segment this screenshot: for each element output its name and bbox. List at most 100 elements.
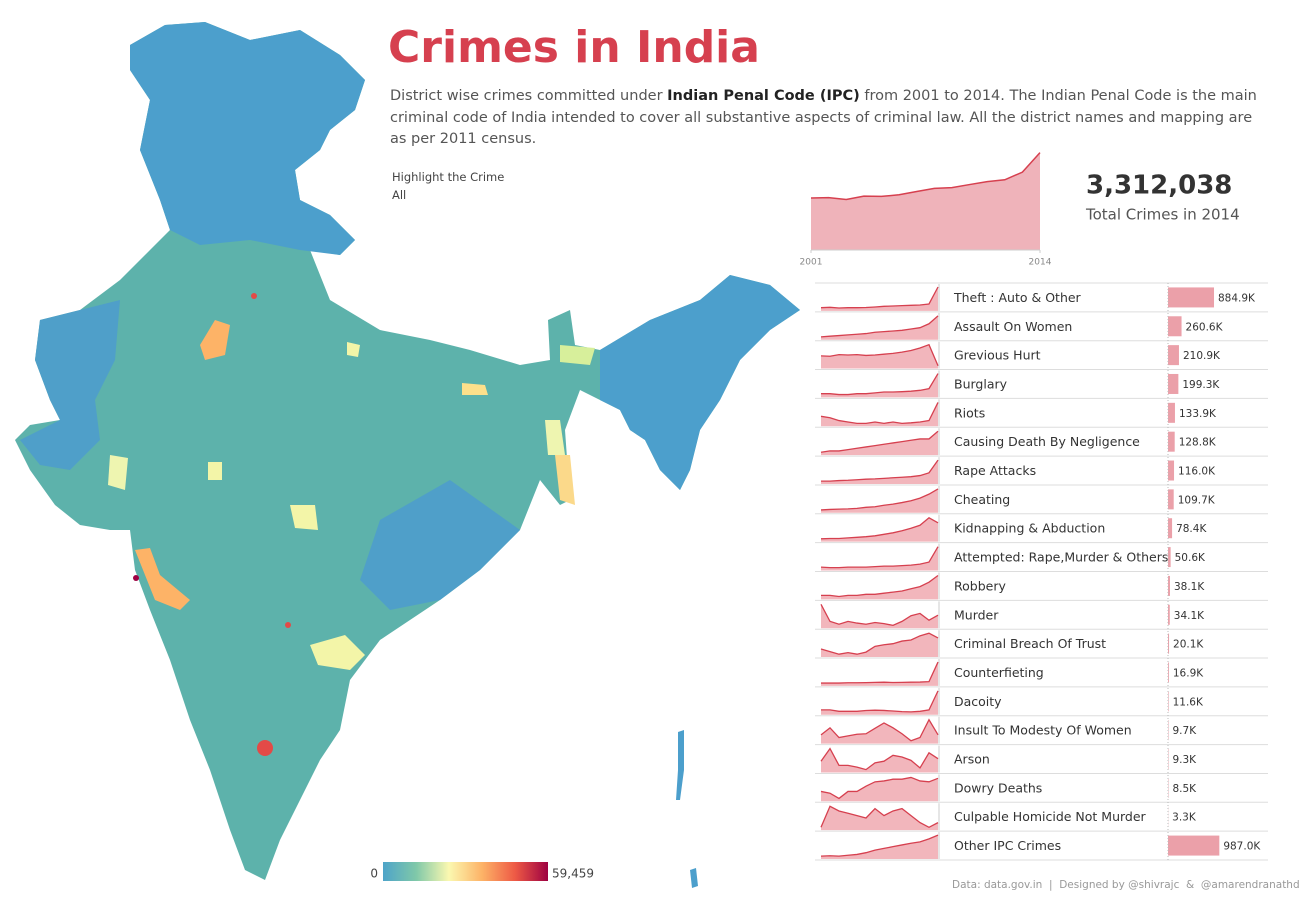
category-label: Attempted: Rape,Murder & Others (954, 550, 1168, 565)
value-label: 16.9K (1173, 667, 1204, 679)
map-region-north (130, 22, 365, 255)
category-label: Insult To Modesty Of Women (954, 723, 1132, 738)
value-label: 38.1K (1174, 581, 1205, 593)
bar (1168, 547, 1171, 568)
bar (1168, 518, 1173, 539)
map-hotspot (200, 320, 230, 360)
sparkline (821, 459, 939, 482)
map-hotspot (257, 740, 273, 756)
bar (1168, 835, 1220, 856)
kpi-label: Total Crimes in 2014 (1085, 206, 1240, 224)
map-hotspot (285, 622, 291, 628)
x-tick-label: 2001 (800, 258, 823, 268)
value-label: 20.1K (1173, 639, 1204, 651)
category-label: Dowry Deaths (954, 780, 1042, 795)
color-bar (383, 862, 548, 881)
sparkline (821, 690, 939, 713)
value-label: 78.4K (1176, 523, 1207, 535)
legend-max: 59,459 (552, 867, 594, 881)
sparkline (821, 574, 939, 598)
value-label: 9.7K (1173, 725, 1198, 737)
category-label: Cheating (954, 492, 1010, 507)
sparkline (820, 546, 939, 569)
bar (1168, 460, 1175, 481)
map-hotspot (310, 635, 365, 670)
sparkline (820, 834, 939, 857)
sparkline-area (821, 517, 938, 542)
map-hotspot (108, 455, 128, 490)
map-hotspot (560, 345, 595, 365)
category-label: Criminal Breach Of Trust (954, 636, 1106, 651)
value-label: 50.6K (1175, 552, 1206, 564)
value-label: 128.8K (1179, 437, 1217, 449)
bar (1168, 633, 1170, 654)
bar (1168, 287, 1215, 308)
bar (1168, 575, 1170, 596)
bar (1168, 489, 1174, 510)
sparkline (820, 604, 939, 627)
sparkline-area (821, 431, 938, 456)
value-label: 34.1K (1174, 610, 1205, 622)
color-legend: 0 59,459 (370, 862, 594, 881)
sparkline-area (821, 633, 938, 658)
sparkline-area (821, 460, 938, 484)
map-hotspot (347, 342, 360, 357)
legend-min: 0 (370, 867, 378, 881)
sparkline-area (821, 373, 938, 398)
india-map (15, 22, 800, 888)
category-label: Riots (954, 405, 985, 420)
bar (1168, 662, 1169, 683)
area-line (810, 152, 1041, 201)
value-label: 116.0K (1178, 466, 1216, 478)
area-fill (811, 152, 1040, 250)
sparkline (820, 402, 939, 425)
category-label: Causing Death By Negligence (954, 434, 1140, 449)
sparkline (820, 430, 939, 453)
value-label: 199.3K (1182, 379, 1220, 391)
sparkline (820, 718, 939, 742)
sparkline (820, 315, 939, 338)
map-region-northeast (600, 275, 800, 490)
filter-value[interactable]: All (392, 188, 407, 202)
value-label: 9.3K (1172, 754, 1197, 766)
sparkline-area (821, 748, 938, 773)
map-hotspot (290, 505, 318, 530)
sparkline-area (821, 777, 938, 802)
sparkline (820, 517, 939, 540)
category-label: Kidnapping & Abduction (954, 521, 1105, 536)
sparkline (820, 488, 939, 511)
sparkline (820, 805, 939, 829)
value-label: 11.6K (1173, 696, 1204, 708)
map-hotspot (135, 548, 190, 610)
category-label: Counterfieting (954, 665, 1044, 680)
sparkline (820, 632, 939, 655)
map-hotspot (555, 455, 575, 505)
map-hotspot (545, 420, 565, 455)
category-label: Arson (954, 752, 990, 767)
subtitle-text: from 2001 to 2014. The Indian Penal Code… (390, 88, 1257, 147)
map-hotspot (208, 462, 222, 480)
value-label: 884.9K (1218, 292, 1256, 304)
value-label: 3.3K (1172, 812, 1197, 824)
sparkline-area (821, 835, 938, 859)
bar (1168, 691, 1169, 712)
sparkline (820, 286, 939, 309)
bar (1168, 316, 1182, 337)
category-label: Robbery (954, 578, 1006, 593)
value-label: 987.0K (1223, 841, 1261, 853)
subtitle: District wise crimes committed under Ind… (390, 86, 1270, 151)
sparkline-area (821, 806, 938, 831)
category-label: Grevious Hurt (954, 348, 1041, 363)
map-hotspot (133, 575, 139, 581)
map-hotspot (251, 293, 257, 299)
value-label: 210.9K (1183, 350, 1221, 362)
map-islands (676, 730, 698, 888)
sparkline-area (821, 488, 938, 513)
sparkline-area (821, 287, 938, 311)
bar (1168, 373, 1179, 394)
bar (1168, 402, 1175, 423)
category-label: Dacoity (954, 694, 1002, 709)
bar (1168, 345, 1179, 366)
